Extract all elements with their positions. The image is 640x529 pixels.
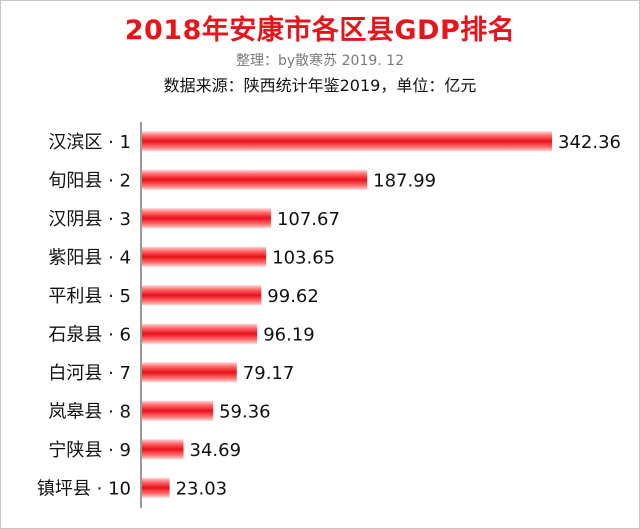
bar: [142, 400, 214, 421]
category-label: 石泉县 · 6: [48, 324, 131, 345]
chart-subtitle: 整理：by散寒苏 2019. 12: [236, 53, 404, 69]
category-label: 汉阴县 · 3: [48, 209, 131, 230]
bar: [142, 439, 184, 460]
value-label: 79.17: [243, 363, 295, 384]
category-label: 紫阳县 · 4: [48, 247, 131, 268]
category-label: 宁陕县 · 9: [48, 440, 131, 461]
value-label: 187.99: [373, 170, 436, 191]
bar: [142, 208, 271, 229]
bar: [142, 169, 368, 190]
category-label: 白河县 · 7: [48, 363, 131, 384]
value-label: 103.65: [272, 247, 335, 268]
value-label: 23.03: [176, 478, 228, 499]
bar: [142, 246, 267, 267]
chart-title: 2018年安康市各区县GDP排名: [124, 15, 516, 46]
bar: [142, 477, 170, 498]
category-label: 镇坪县 · 10: [37, 478, 131, 499]
bar: [142, 131, 552, 152]
category-label: 平利县 · 5: [48, 286, 131, 307]
bar: [142, 323, 258, 344]
category-label: 旬阳县 · 2: [48, 170, 131, 191]
bar: [142, 285, 262, 306]
value-label: 342.36: [558, 132, 621, 153]
value-label: 59.36: [219, 401, 271, 422]
category-label: 汉滨区 · 1: [48, 132, 131, 153]
category-label: 岚皋县 · 8: [48, 401, 131, 422]
chart-source-note: 数据来源：陕西统计年鉴2019，单位：亿元: [163, 76, 477, 95]
value-label: 34.69: [190, 440, 242, 461]
bar: [142, 362, 237, 383]
value-label: 107.67: [277, 209, 340, 230]
value-label: 96.19: [263, 324, 315, 345]
value-label: 99.62: [267, 286, 319, 307]
